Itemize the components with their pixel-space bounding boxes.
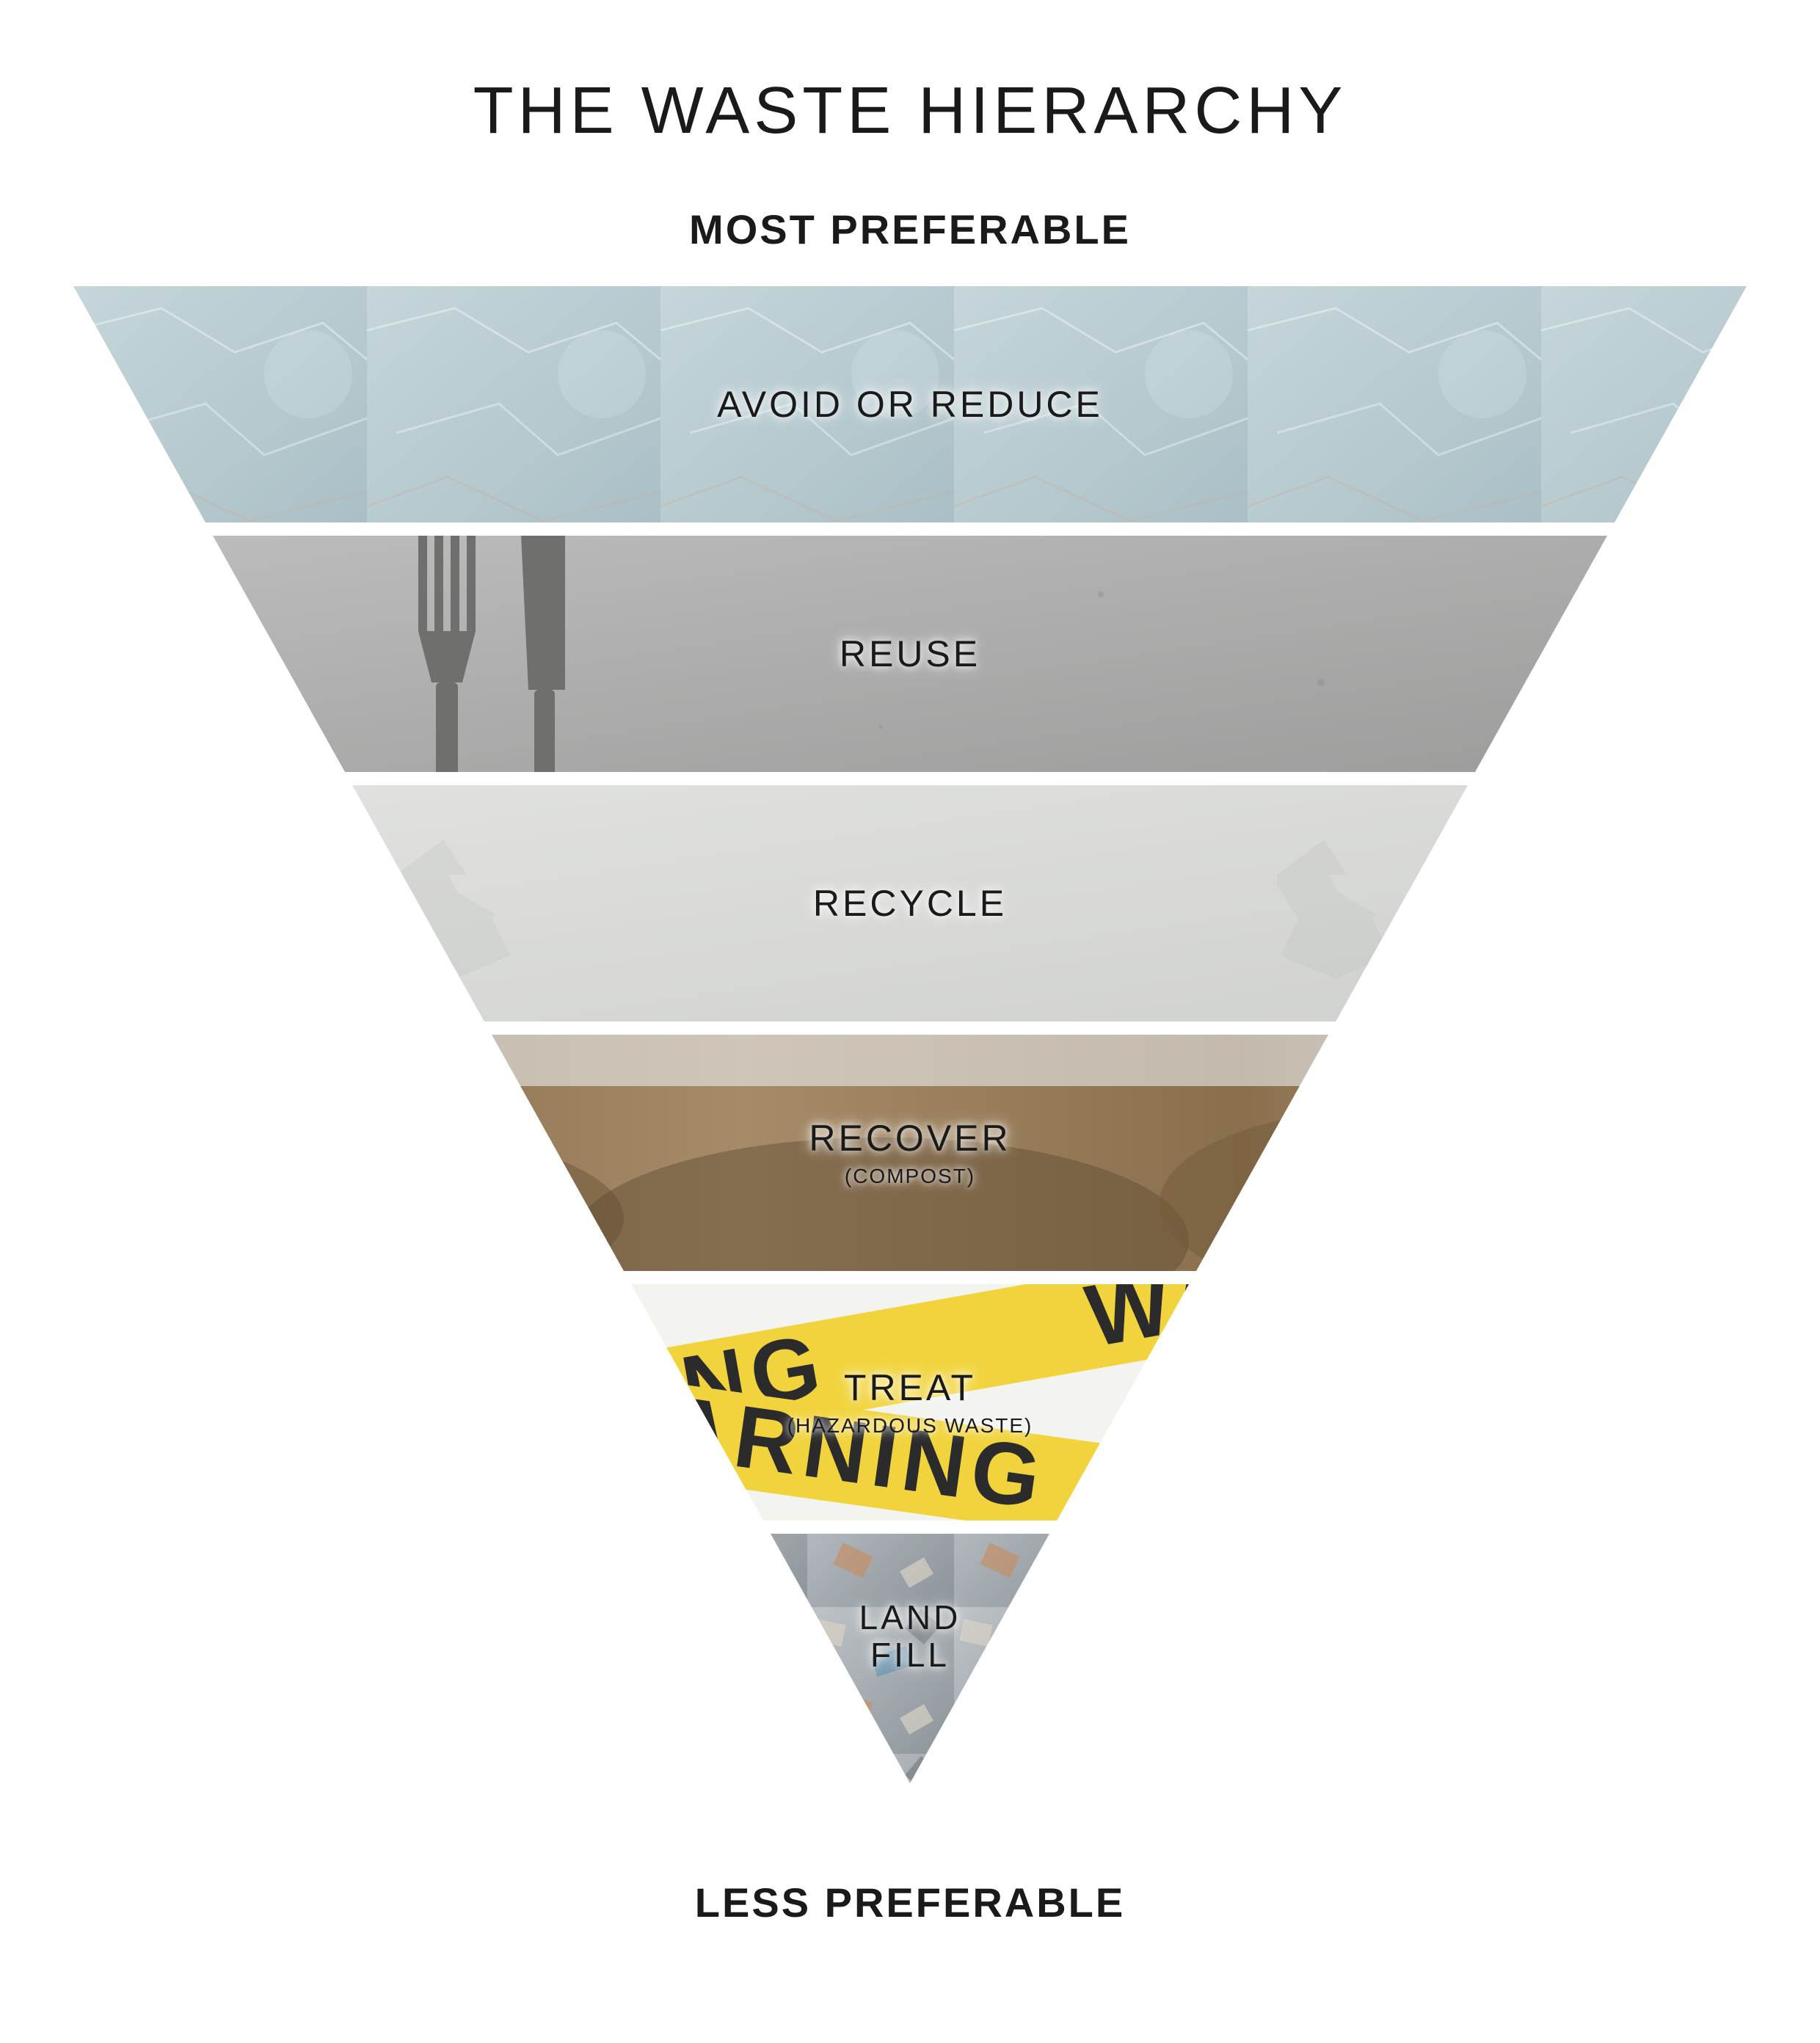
- band-sublabel-recover: (COMPOST): [845, 1165, 975, 1188]
- band-label-container-3: RECOVER (COMPOST): [492, 1035, 1328, 1271]
- band-label-avoid-reduce: AVOID OR REDUCE: [717, 385, 1103, 425]
- band-label-landfill: LAND FILL: [859, 1599, 961, 1673]
- band-label-container-1: REUSE: [213, 536, 1607, 772]
- band-label-reuse: REUSE: [840, 634, 980, 674]
- bottom-preference-label: LESS PREFERABLE: [695, 1879, 1125, 1926]
- band-label-container-0: AVOID OR REDUCE: [73, 286, 1747, 522]
- band-label-container-2: RECYCLE: [352, 785, 1468, 1022]
- band-label-recycle: RECYCLE: [813, 884, 1007, 924]
- band-label-recover: RECOVER: [809, 1118, 1011, 1159]
- top-preference-label: MOST PREFERABLE: [689, 205, 1131, 253]
- page-title: THE WASTE HIERARCHY: [473, 73, 1347, 149]
- band-label-container-4: TREAT (HAZARDOUS WASTE): [631, 1284, 1189, 1521]
- band-label-treat: TREAT: [844, 1368, 976, 1408]
- waste-hierarchy-triangle: WARNING WARN WARNING: [73, 286, 1747, 1783]
- band-label-container-5: LAND FILL: [771, 1534, 1049, 1739]
- band-sublabel-treat: (HAZARDOUS WASTE): [787, 1414, 1033, 1438]
